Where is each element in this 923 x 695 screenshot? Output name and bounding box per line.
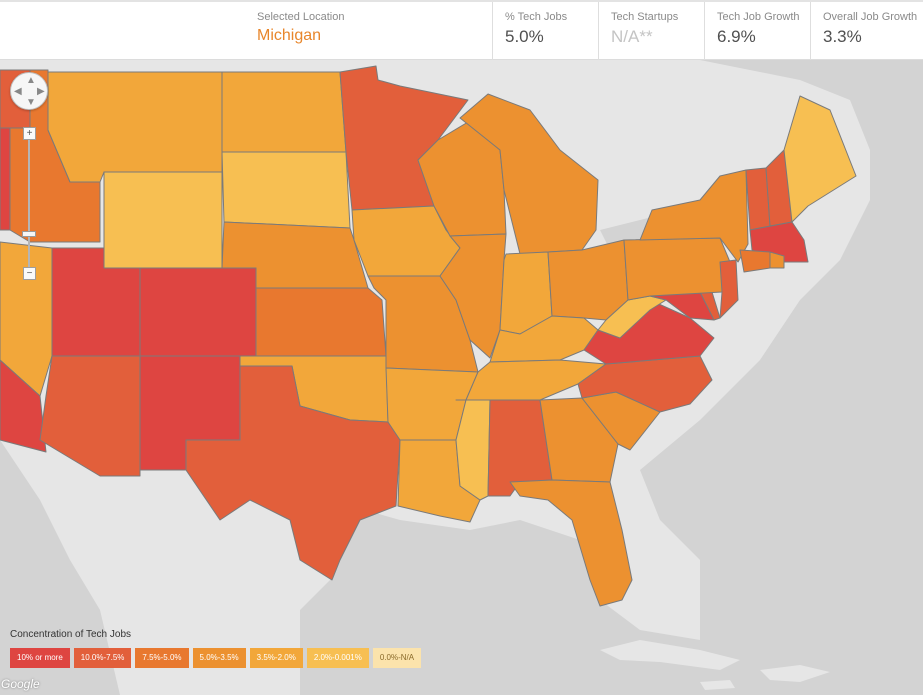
pan-down-icon[interactable]: ▼ — [26, 97, 36, 108]
legend-item: 10% or more — [10, 648, 70, 668]
state-florida[interactable] — [509, 479, 633, 607]
selected-location-label: Selected Location — [257, 11, 345, 23]
legend-title: Concentration of Tech Jobs — [10, 629, 132, 640]
gulf-of-mexico — [300, 500, 700, 695]
state-north-dakota[interactable] — [221, 71, 347, 153]
state-michigan[interactable] — [459, 93, 599, 255]
pan-up-icon[interactable]: ▲ — [26, 75, 36, 86]
state-new-jersey[interactable] — [719, 259, 739, 319]
stat-tech-startups: Tech Startups N/A** — [598, 2, 704, 60]
state-ohio[interactable] — [547, 239, 629, 321]
legend-item: 10.0%-7.5% — [73, 648, 132, 668]
selected-location-value: Michigan — [257, 27, 322, 44]
map-canvas[interactable] — [0, 60, 923, 695]
stat-value: 5.0% — [505, 27, 544, 46]
stat-value: 6.9% — [717, 27, 756, 46]
state-montana[interactable] — [47, 71, 223, 183]
pan-left-icon[interactable]: ◀ — [14, 86, 22, 97]
state-nevada[interactable] — [0, 241, 53, 397]
pan-control[interactable]: ▲ ▼ ◀ ▶ — [10, 72, 48, 110]
legend: Concentration of Tech Jobs 10% or more 1… — [10, 629, 425, 668]
atlantic-ocean — [640, 60, 923, 695]
stat-label: % Tech Jobs — [505, 11, 568, 23]
state-california[interactable] — [0, 359, 47, 453]
stat-value: 3.3% — [823, 27, 862, 46]
stat-tech-jobs: % Tech Jobs 5.0% — [492, 2, 598, 60]
legend-item: 2.0%-0.001% — [306, 648, 369, 668]
state-georgia[interactable] — [539, 397, 619, 483]
state-oregon[interactable] — [0, 127, 11, 231]
state-illinois[interactable] — [439, 233, 507, 359]
stat-label: Tech Job Growth — [717, 11, 800, 23]
choropleth-map[interactable] — [0, 60, 923, 695]
legend-item: 0.0%-N/A — [372, 648, 422, 668]
legend-items: 10% or more 10.0%-7.5% 7.5%-5.0% 5.0%-3.… — [10, 648, 425, 668]
hispaniola-land — [760, 665, 830, 682]
stats-header: Selected Location Michigan % Tech Jobs 5… — [0, 0, 923, 60]
pacific-ocean — [0, 440, 120, 695]
state-wyoming[interactable] — [103, 171, 223, 269]
stat-tech-job-growth: Tech Job Growth 6.9% — [704, 2, 810, 60]
state-kansas[interactable] — [255, 287, 387, 357]
stat-value: N/A** — [611, 27, 653, 46]
legend-item: 5.0%-3.5% — [192, 648, 246, 668]
zoom-slider-track[interactable] — [28, 134, 30, 272]
state-new-mexico[interactable] — [139, 355, 241, 471]
zoom-out-button[interactable]: − — [23, 267, 36, 280]
state-rhode-island[interactable] — [769, 251, 785, 269]
state-colorado[interactable] — [139, 267, 257, 357]
state-connecticut[interactable] — [739, 249, 771, 273]
zoom-in-button[interactable]: + — [23, 127, 36, 140]
google-logo[interactable]: Google — [1, 677, 40, 691]
legend-item: 3.5%-2.0% — [249, 648, 303, 668]
state-south-dakota[interactable] — [221, 151, 351, 229]
stat-label: Tech Startups — [611, 11, 679, 23]
pan-right-icon[interactable]: ▶ — [37, 86, 45, 97]
zoom-slider-thumb[interactable] — [22, 231, 36, 237]
state-pennsylvania[interactable] — [623, 237, 731, 301]
stat-label: Overall Job Growth — [823, 11, 918, 23]
stat-overall-job-growth: Overall Job Growth 3.3% — [810, 2, 923, 60]
jamaica-land — [700, 680, 735, 690]
cuba-land — [600, 640, 740, 670]
legend-item: 7.5%-5.0% — [135, 648, 189, 668]
selected-location: Selected Location Michigan — [245, 2, 491, 60]
